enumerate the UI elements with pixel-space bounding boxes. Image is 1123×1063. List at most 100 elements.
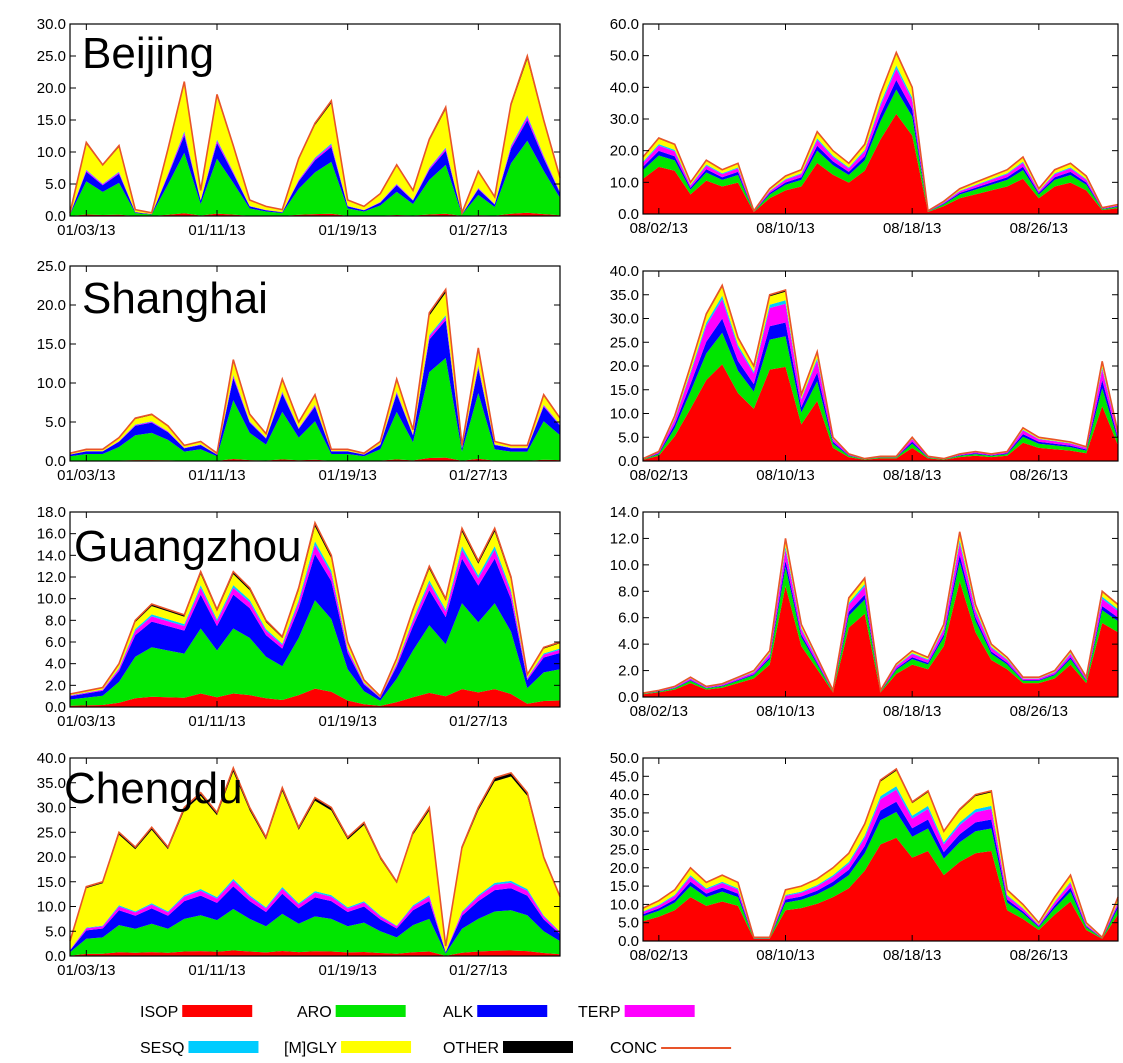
legend-swatch-mgly bbox=[341, 1041, 412, 1053]
x-tick-label: 08/18/13 bbox=[883, 220, 941, 237]
y-tick-label: 50.0 bbox=[610, 750, 639, 767]
area-alk bbox=[70, 554, 560, 701]
y-tick-label: 25.0 bbox=[610, 334, 639, 351]
x-tick-label: 01/19/13 bbox=[318, 467, 376, 484]
x-tick-label: 01/27/13 bbox=[449, 467, 507, 484]
conc-line bbox=[642, 50, 1119, 213]
y-tick-label: 2.0 bbox=[618, 663, 639, 680]
conc-line bbox=[69, 287, 561, 455]
y-tick-label: 10.0 bbox=[37, 375, 66, 392]
legend-label-aro: ARO bbox=[297, 1004, 332, 1021]
y-tick-label: 0.0 bbox=[45, 453, 66, 470]
x-tick-label: 08/10/13 bbox=[756, 947, 814, 964]
x-tick-label: 08/26/13 bbox=[1010, 947, 1068, 964]
y-tick-label: 30.0 bbox=[610, 823, 639, 840]
plot-frame bbox=[69, 511, 561, 708]
y-tick-label: 25.0 bbox=[610, 842, 639, 859]
legend-label-terp: TERP bbox=[578, 1004, 621, 1021]
x-tick-label: 08/10/13 bbox=[756, 220, 814, 237]
y-tick-label: 10.0 bbox=[37, 144, 66, 161]
y-tick-label: 8.0 bbox=[45, 612, 66, 629]
y-tick-label: 40.0 bbox=[37, 750, 66, 767]
legend-label-mgly: [M]GLY bbox=[284, 1040, 337, 1057]
x-tick-label: 08/02/13 bbox=[630, 220, 688, 237]
conc-line bbox=[642, 531, 1119, 694]
y-tick-label: 10.0 bbox=[610, 557, 639, 574]
y-tick-label: 0.0 bbox=[618, 453, 639, 470]
legend: ISOP ARO ALK TERP SESQ [M]GLY OTHER CONC bbox=[140, 1004, 732, 1057]
y-tick-label: 15.0 bbox=[610, 878, 639, 895]
area-isop bbox=[643, 837, 1118, 941]
panel-6: 0.0 5.0 10.0 15.0 20.0 25.0 30.0 35.0 40.0 01/03/… bbox=[37, 750, 561, 979]
y-tick-label: 30.0 bbox=[610, 111, 639, 128]
area-terp bbox=[70, 544, 560, 698]
panel-7: 0.05.0 10.015.020.025.0 30.035.040.0 45.050… bbox=[610, 750, 1119, 964]
panel-1: 0.0 10.0 20.0 30.0 40.0 50.0 60.0 08/02/13 08/10… bbox=[610, 16, 1119, 237]
x-tick-label: 08/10/13 bbox=[756, 467, 814, 484]
y-tick-label: 50.0 bbox=[610, 48, 639, 65]
x-tick-label: 08/02/13 bbox=[630, 947, 688, 964]
area-sesq bbox=[70, 541, 560, 698]
y-tick-label: 15.0 bbox=[37, 336, 66, 353]
area-isop bbox=[70, 950, 560, 956]
legend-label-sesq: SESQ bbox=[140, 1040, 184, 1057]
y-tick-label: 25.0 bbox=[37, 824, 66, 841]
x-tick-label: 01/11/13 bbox=[188, 467, 245, 484]
x-tick-label: 08/10/13 bbox=[756, 703, 814, 720]
y-tick-label: 14.0 bbox=[37, 547, 66, 564]
y-tick-label: 10.0 bbox=[37, 591, 66, 608]
city-label: Guangzhou bbox=[74, 522, 302, 571]
x-tick-label: 01/03/13 bbox=[57, 962, 115, 979]
x-tick-label: 08/26/13 bbox=[1010, 467, 1068, 484]
x-tick-label: 01/27/13 bbox=[449, 962, 507, 979]
conc-line bbox=[642, 767, 1119, 939]
x-tick-label: 01/27/13 bbox=[449, 713, 507, 730]
area-alk bbox=[70, 120, 560, 215]
y-tick-label: 35.0 bbox=[37, 775, 66, 792]
y-tick-label: 0.0 bbox=[618, 206, 639, 223]
panel-0: 0.0 5.0 10.0 15.0 20.0 25.0 30.0 01/03/13 01/11/… bbox=[37, 16, 561, 239]
y-tick-label: 40.0 bbox=[610, 787, 639, 804]
legend-label-alk: ALK bbox=[443, 1004, 474, 1021]
y-tick-label: 16.0 bbox=[37, 526, 66, 543]
y-tick-label: 35.0 bbox=[610, 287, 639, 304]
y-tick-label: 5.0 bbox=[618, 915, 639, 932]
x-tick-label: 01/19/13 bbox=[318, 222, 376, 239]
y-tick-label: 15.0 bbox=[610, 382, 639, 399]
y-tick-label: 10.0 bbox=[610, 896, 639, 913]
legend-label-other: OTHER bbox=[443, 1040, 499, 1057]
x-tick-label: 01/03/13 bbox=[57, 713, 115, 730]
y-tick-label: 25.0 bbox=[37, 258, 66, 275]
area-mgly bbox=[70, 59, 560, 215]
area-isop bbox=[643, 581, 1118, 697]
x-tick-label: 01/03/13 bbox=[57, 467, 115, 484]
area-isop bbox=[70, 457, 560, 461]
y-tick-label: 20.0 bbox=[37, 80, 66, 97]
conc-line bbox=[69, 765, 561, 947]
y-tick-label: 0.0 bbox=[618, 689, 639, 706]
area-terp bbox=[643, 543, 1118, 694]
y-tick-label: 20.0 bbox=[37, 849, 66, 866]
y-tick-label: 40.0 bbox=[610, 263, 639, 280]
legend-swatch-aro bbox=[335, 1005, 406, 1017]
area-alk bbox=[70, 886, 560, 954]
x-tick-label: 08/02/13 bbox=[630, 703, 688, 720]
legend-swatch-terp bbox=[624, 1005, 695, 1017]
panel-2: 0.0 5.0 10.0 15.0 20.0 25.0 01/03/13 01/11/13 01… bbox=[37, 258, 561, 484]
plot-frame bbox=[642, 511, 1119, 698]
conc-line bbox=[69, 520, 561, 698]
y-tick-label: 0.0 bbox=[45, 948, 66, 965]
y-tick-label: 14.0 bbox=[610, 504, 639, 521]
area-aro bbox=[70, 909, 560, 956]
y-tick-label: 2.0 bbox=[45, 677, 66, 694]
y-tick-label: 10.0 bbox=[610, 174, 639, 191]
x-tick-label: 08/18/13 bbox=[883, 947, 941, 964]
y-tick-label: 6.0 bbox=[618, 610, 639, 627]
area-aro bbox=[70, 358, 560, 461]
legend-swatch-other bbox=[503, 1041, 573, 1053]
y-tick-label: 5.0 bbox=[45, 923, 66, 940]
y-tick-label: 15.0 bbox=[37, 112, 66, 129]
legend-label-isop: ISOP bbox=[140, 1004, 178, 1021]
